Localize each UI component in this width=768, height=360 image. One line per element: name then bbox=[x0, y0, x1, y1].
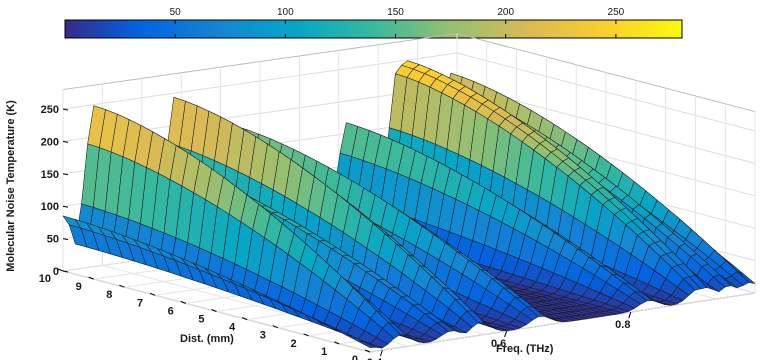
y-tick-label: 1 bbox=[321, 346, 327, 358]
z-tick-mark bbox=[62, 108, 69, 111]
x-tick-label: 0.8 bbox=[615, 319, 630, 331]
y-tick-label: 0 bbox=[352, 354, 358, 360]
z-tick-label: 200 bbox=[41, 136, 59, 148]
y-axis-label: Dist. (mm) bbox=[180, 333, 234, 345]
y-tick-mark bbox=[149, 292, 156, 296]
y-tick-label: 8 bbox=[106, 289, 112, 301]
x-tick-mark bbox=[379, 349, 383, 357]
x-tick-mark bbox=[628, 311, 632, 319]
y-tick-label: 5 bbox=[198, 314, 204, 326]
y-tick-mark bbox=[57, 268, 64, 272]
y-tick-label: 4 bbox=[229, 322, 236, 334]
y-tick-mark bbox=[211, 309, 217, 312]
y-tick-mark bbox=[334, 341, 340, 345]
colorbar-tick-label: 200 bbox=[497, 7, 514, 18]
z-tick-mark bbox=[62, 238, 69, 241]
x-tick-mark bbox=[504, 330, 508, 338]
colorbar-tick-label: 50 bbox=[170, 7, 182, 18]
y-tick-mark bbox=[180, 300, 186, 304]
y-tick-mark bbox=[272, 325, 279, 329]
z-tick-mark bbox=[62, 173, 69, 176]
z-tick-label: 0 bbox=[53, 266, 59, 278]
z-tick-mark bbox=[62, 205, 69, 208]
x-axis-label: Freq. (THz) bbox=[496, 343, 554, 355]
y-tick-mark bbox=[119, 284, 125, 288]
x-tick-label: 0.6 bbox=[491, 338, 506, 350]
y-tick-mark bbox=[242, 317, 248, 321]
y-tick-mark bbox=[364, 349, 371, 353]
z-tick-label: 150 bbox=[41, 169, 59, 181]
colorbar-tick-label: 150 bbox=[387, 7, 404, 18]
y-tick-label: 6 bbox=[168, 305, 174, 317]
y-tick-mark bbox=[303, 333, 309, 337]
y-tick-label: 9 bbox=[76, 281, 82, 293]
x-tick-label: 0.4 bbox=[367, 357, 383, 360]
colorbar-gradient bbox=[64, 19, 683, 39]
surface-patch bbox=[357, 341, 377, 348]
z-tick-mark bbox=[62, 270, 69, 273]
z-tick-mark bbox=[62, 140, 69, 143]
colorbar-tick-label: 250 bbox=[608, 7, 625, 18]
y-tick-label: 3 bbox=[260, 330, 266, 342]
axis-line bbox=[62, 33, 458, 91]
colorbar-tick-label: 100 bbox=[277, 7, 294, 18]
y-tick-label: 10 bbox=[39, 273, 51, 285]
z-axis-label: Molecular Noise Temperature (K) bbox=[5, 100, 17, 272]
colorbar-ticks: 50 100 150 200 250 bbox=[170, 7, 625, 38]
axis-ticks: 0 50 100 150 200 250 0 1 2 3 4 5 6 7 8 9 10 0.4 0.6 0.8 bbox=[39, 104, 632, 360]
z-tick-label: 50 bbox=[47, 234, 59, 246]
z-tick-label: 250 bbox=[41, 104, 59, 116]
colorbar: 50 100 150 200 250 bbox=[64, 7, 683, 39]
z-tick-label: 100 bbox=[41, 201, 59, 213]
surface-mesh bbox=[62, 60, 756, 349]
y-tick-label: 7 bbox=[137, 297, 143, 309]
y-tick-label: 2 bbox=[290, 338, 296, 350]
y-tick-mark bbox=[88, 276, 94, 280]
grid-line bbox=[369, 292, 756, 353]
